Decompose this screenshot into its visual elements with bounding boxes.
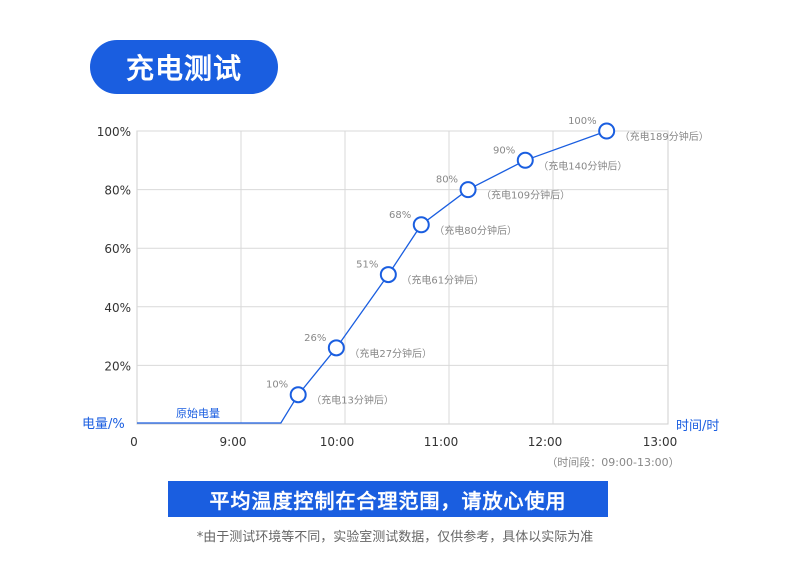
data-point (412, 216, 430, 234)
data-point (459, 181, 477, 199)
time-range-note: （时间段：09:00-13:00） (546, 455, 679, 469)
data-point (289, 386, 307, 404)
y-axis-label: 电量/% (82, 417, 125, 432)
y-tick-label: 100% (97, 125, 131, 139)
y-tick-label: 20% (104, 359, 131, 373)
point-note: （充电13分钟后） (311, 394, 394, 407)
point-note: （充电27分钟后） (349, 347, 432, 360)
point-note: （充电189分钟后） (620, 130, 709, 143)
info-banner: 平均温度控制在合理范围，请放心使用 (168, 481, 608, 517)
data-label: 90% (493, 145, 515, 156)
y-tick-label: 60% (104, 242, 131, 256)
data-label: 10% (266, 380, 288, 391)
x-tick-label: 9:00 (220, 435, 247, 449)
y-tick-label: 80% (104, 184, 131, 198)
x-axis-label: 时间/时 (676, 419, 719, 434)
data-label: 51% (356, 260, 378, 271)
point-note: （充电61分钟后） (401, 274, 484, 287)
data-label: 80% (436, 175, 458, 186)
data-point (327, 339, 345, 357)
page-title: 充电测试 (90, 40, 278, 94)
baseline-label: 原始电量 (176, 406, 220, 420)
data-point (379, 266, 397, 284)
data-label: 26% (304, 333, 326, 344)
point-note: （充电140分钟后） (538, 159, 627, 172)
data-label: 100% (568, 116, 597, 127)
x-tick-label: 13:00 (643, 435, 678, 449)
series-line (137, 130, 607, 424)
x-tick-label: 12:00 (528, 435, 563, 449)
data-point (516, 151, 534, 169)
y-tick-label: 40% (104, 301, 131, 315)
x-tick-label: 11:00 (424, 435, 459, 449)
data-point (598, 122, 616, 140)
x-tick-label: 0 (130, 435, 138, 449)
data-label: 68% (389, 210, 411, 221)
point-note: （充电80分钟后） (434, 224, 517, 237)
point-note: （充电109分钟后） (481, 189, 570, 202)
footnote: *由于测试环境等不同，实验室测试数据，仅供参考，具体以实际为准 (196, 530, 594, 545)
x-tick-label: 10:00 (320, 435, 355, 449)
